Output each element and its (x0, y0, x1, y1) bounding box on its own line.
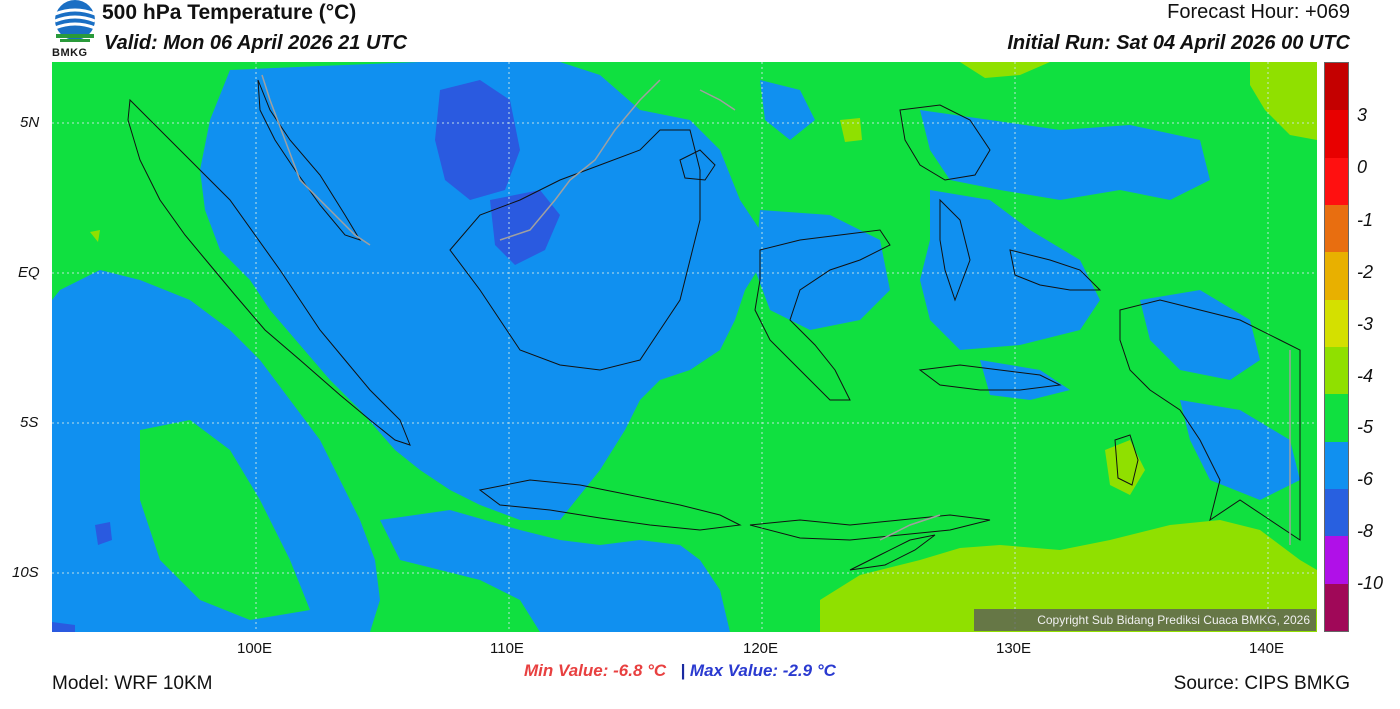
lon-label-100e: 100E (237, 640, 273, 657)
colorbar-segment (1325, 63, 1348, 111)
colorbar-label: -5 (1357, 417, 1374, 437)
blue-region-central (200, 62, 770, 520)
lon-label-140e: 140E (1249, 640, 1285, 657)
lat-label-10s: 10S (12, 564, 39, 581)
colorbar-label: 3 (1357, 105, 1368, 125)
boundaries (261, 74, 1291, 545)
copyright-notice: Copyright Sub Bidang Prediksi Cuaca BMKG… (974, 609, 1316, 631)
max-value: Max Value: -2.9 °C (689, 661, 836, 680)
colorbar-label: -3 (1357, 314, 1374, 334)
colorbar-segment (1325, 204, 1348, 253)
colorbar-label: -4 (1357, 366, 1374, 386)
coastlines (127, 79, 1301, 571)
min-max-values: Min Value: -6.8 °C | Max Value: -2.9 °C (524, 661, 836, 681)
valid-time: Valid: Mon 06 April 2026 21 UTC (104, 32, 408, 54)
dark-blue-patch (435, 80, 520, 200)
lon-label-120e: 120E (743, 640, 779, 657)
colorbar-segment (1325, 441, 1348, 489)
grid-lines (52, 62, 1317, 632)
bmkg-logo (54, 0, 96, 42)
colorbar-segment (1325, 252, 1348, 300)
colorbar-label: -6 (1357, 469, 1374, 489)
colorbar-label: -10 (1357, 573, 1384, 593)
blue-region-northeast (920, 110, 1210, 200)
lon-label-110e: 110E (490, 640, 524, 657)
colorbar-label: 0 (1357, 157, 1368, 177)
colorbar-segment (1325, 488, 1348, 537)
colorbar-segment (1325, 346, 1348, 395)
logo-text: BMKG (52, 47, 88, 59)
light-green-region-southeast (820, 520, 1317, 632)
colorbar (1324, 62, 1349, 632)
lat-label-5s: 5S (20, 414, 39, 431)
separator: | (680, 661, 686, 680)
min-value: Min Value: -6.8 °C (524, 661, 667, 680)
colorbar-label: -2 (1357, 262, 1374, 282)
source-label: Source: CIPS BMKG (1173, 673, 1350, 694)
colorbar-label: -1 (1357, 210, 1374, 230)
colorbar-segment (1325, 110, 1348, 158)
forecast-hour: Forecast Hour: +069 (1167, 1, 1350, 23)
colorbar-segment (1325, 157, 1348, 205)
blue-region-south (380, 510, 730, 632)
lon-label-130e: 130E (996, 640, 1032, 657)
model-label: Model: WRF 10KM (52, 673, 213, 694)
chart-title: 500 hPa Temperature (°C) (102, 1, 357, 24)
colorbar-segment (1325, 583, 1348, 631)
lat-label-5n: 5N (20, 114, 40, 131)
colorbar-label: -8 (1357, 521, 1374, 541)
colorbar-segment (1325, 536, 1348, 584)
colorbar-segment (1325, 394, 1348, 442)
colorbar-segment (1325, 299, 1348, 347)
lat-label-eq: EQ (18, 264, 40, 281)
initial-run: Initial Run: Sat 04 April 2026 00 UTC (1007, 32, 1350, 54)
